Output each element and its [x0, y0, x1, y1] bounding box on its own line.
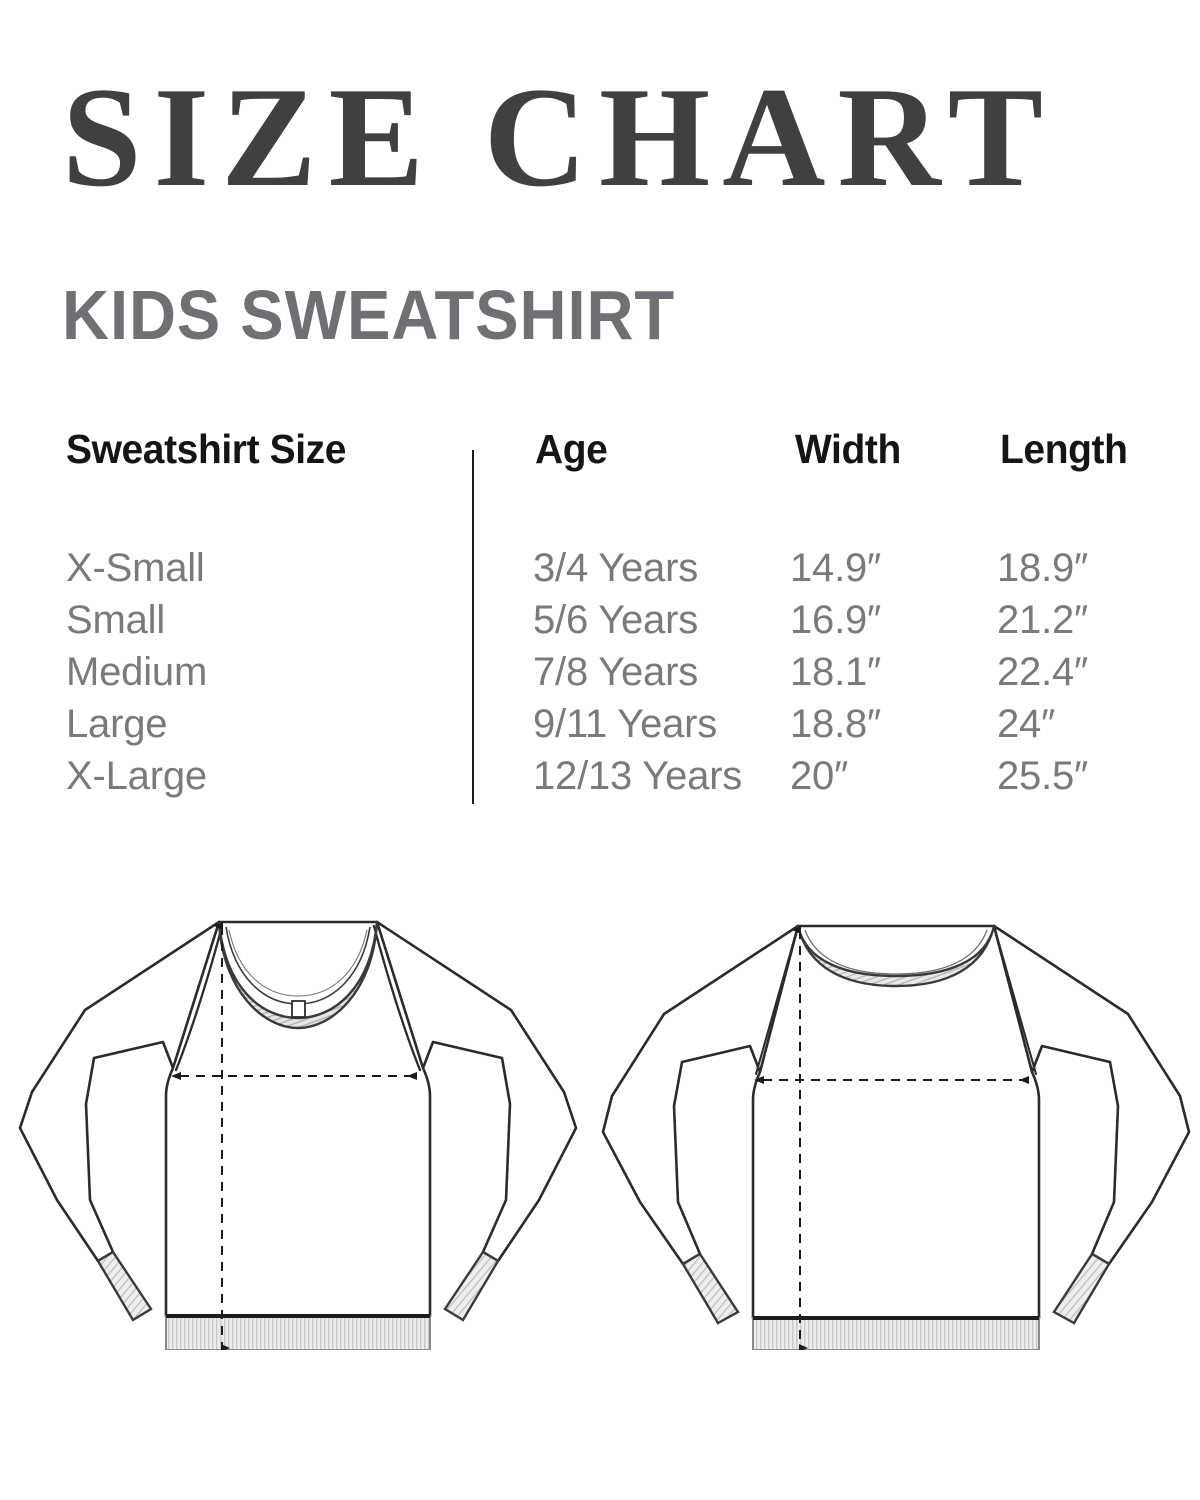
table-row: Large 9/11 Years 18.8″ 24″	[0, 698, 1200, 750]
cell-length: 25.5″	[997, 754, 1089, 798]
right-raglan-seam	[372, 924, 422, 1072]
cell-age: 3/4 Years	[533, 546, 699, 590]
cell-width: 18.8″	[790, 702, 882, 746]
page-subtitle: KIDS SWEATSHIRT	[62, 276, 676, 354]
cell-length: 24″	[997, 702, 1056, 746]
neck-rib-band	[796, 925, 996, 988]
cell-width: 16.9″	[790, 598, 882, 642]
left-cuff	[96, 1250, 153, 1322]
right-cuff	[1052, 1252, 1111, 1325]
left-cuff	[681, 1252, 740, 1325]
table-row: Small 5/6 Years 16.9″ 21.2″	[0, 594, 1200, 646]
cell-age: 5/6 Years	[533, 598, 699, 642]
front-view	[18, 920, 578, 1350]
size-chart-table: Sweatshirt Size Age Width Length X-Small…	[0, 424, 1200, 824]
right-cuff	[443, 1250, 500, 1322]
neck-label-tag	[291, 1000, 306, 1018]
garment-illustrations	[0, 880, 1200, 1350]
table-row: X-Small 3/4 Years 14.9″ 18.9″	[0, 542, 1200, 594]
table-column-divider	[472, 450, 474, 804]
cell-width: 20″	[790, 754, 849, 798]
cell-width: 14.9″	[790, 546, 882, 590]
cell-length: 21.2″	[997, 598, 1089, 642]
cell-size: Medium	[66, 650, 208, 694]
cell-width: 18.1″	[790, 650, 882, 694]
left-shoulder-seam	[754, 924, 800, 1076]
column-header-age: Age	[535, 426, 608, 472]
column-header-width: Width	[795, 426, 901, 472]
back-view	[601, 924, 1191, 1350]
table-body: X-Small 3/4 Years 14.9″ 18.9″ Small 5/6 …	[0, 542, 1200, 802]
cell-size: Large	[66, 702, 168, 746]
body-outline	[164, 920, 432, 1318]
table-row: X-Large 12/13 Years 20″ 25.5″	[0, 750, 1200, 802]
column-header-sweatshirt-size: Sweatshirt Size	[66, 426, 347, 472]
table-row: Medium 7/8 Years 18.1″ 22.4″	[0, 646, 1200, 698]
body-outline	[751, 924, 1041, 1320]
cell-length: 22.4″	[997, 650, 1089, 694]
cell-size: X-Large	[66, 754, 207, 798]
cell-length: 18.9″	[997, 546, 1089, 590]
hem-rib-band	[752, 1317, 1040, 1350]
page-title: SIZE CHART	[62, 58, 1056, 216]
column-header-length: Length	[1000, 426, 1128, 472]
cell-age: 7/8 Years	[533, 650, 699, 694]
hem-rib-band	[165, 1315, 431, 1350]
cell-age: 12/13 Years	[533, 754, 743, 798]
cell-age: 9/11 Years	[533, 702, 718, 746]
right-shoulder-seam	[992, 924, 1038, 1076]
cell-size: X-Small	[66, 546, 205, 590]
cell-size: Small	[66, 598, 166, 642]
